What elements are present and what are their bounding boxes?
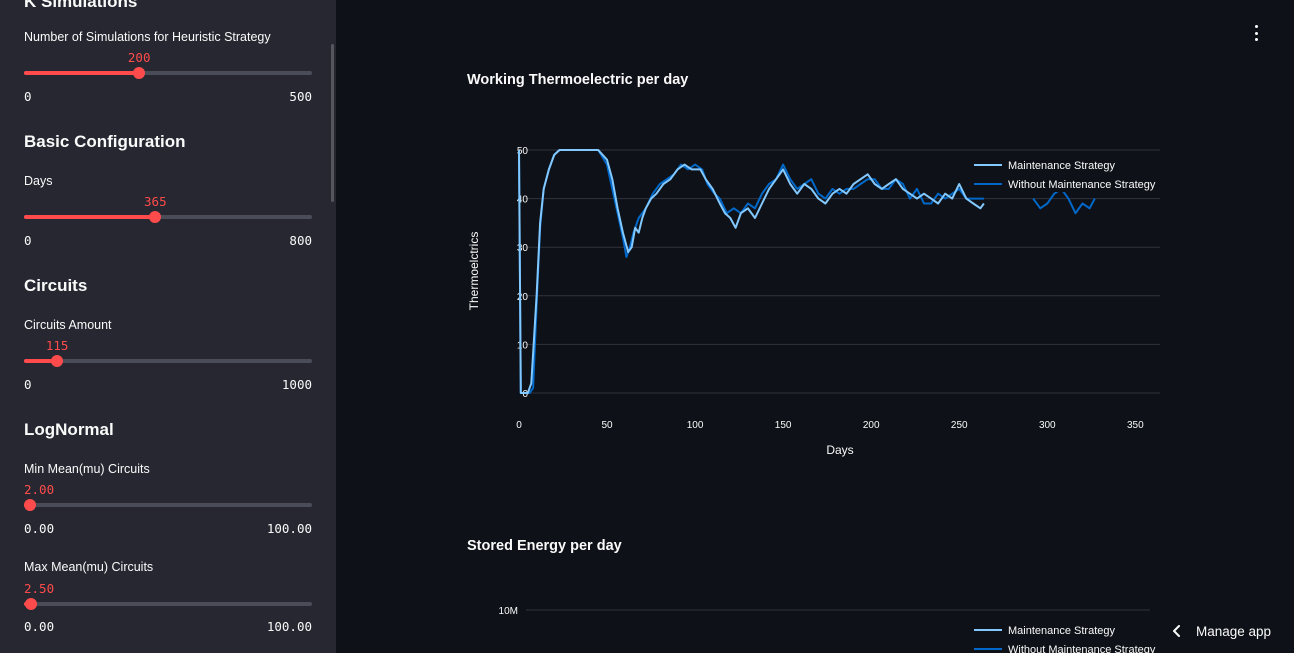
sidebar-scrollbar[interactable] bbox=[331, 44, 334, 202]
chart-working-thermoelectric: 0 10 20 30 40 50 0 50 100 150 200 250 300 350 Days Ther… bbox=[467, 146, 1162, 457]
slider-max: 500 bbox=[289, 89, 312, 104]
x-tick-label: 100 bbox=[687, 420, 704, 431]
chart-stored-energy: 10M Maintenance Strategy Without Maintenan… bbox=[499, 606, 1156, 653]
slider-value-days: 365 bbox=[144, 194, 167, 209]
slider-value-simulations: 200 bbox=[127, 50, 151, 65]
slider-range-simulations: 0 500 bbox=[24, 89, 312, 104]
x-tick-label: 50 bbox=[601, 420, 613, 431]
y-tick-label: 10M bbox=[499, 606, 518, 617]
y-tick-label: 40 bbox=[517, 195, 529, 206]
slider-min: 0.00 bbox=[24, 619, 55, 634]
slider-fill-simulations bbox=[24, 71, 140, 75]
y-tick-label: 30 bbox=[517, 243, 529, 254]
slider-label-min-mean: Min Mean(mu) Circuits bbox=[24, 462, 150, 476]
legend-label: Maintenance Strategy bbox=[1008, 160, 1116, 172]
slider-fill-circuits-amount bbox=[24, 359, 58, 363]
slider-max: 100.00 bbox=[266, 521, 312, 536]
x-tick-label: 150 bbox=[775, 420, 792, 431]
legend-bg bbox=[970, 176, 1162, 192]
slider-max: 100.00 bbox=[266, 619, 312, 634]
section-heading-basic-configuration: Basic Configuration bbox=[24, 132, 186, 151]
slider-track-circuits-amount[interactable] bbox=[24, 355, 312, 367]
slider-track-simulations[interactable] bbox=[24, 67, 312, 79]
slider-track-days[interactable] bbox=[24, 211, 312, 223]
slider-track-max-mean[interactable] bbox=[24, 598, 312, 610]
series-line bbox=[518, 149, 985, 394]
slider-value-circuits-amount: 115 bbox=[45, 338, 69, 353]
y-axis-label: Thermoelctrics bbox=[467, 232, 481, 311]
section-heading-k-simulations: K Simulations bbox=[24, 0, 138, 11]
y-tick-label: 0 bbox=[522, 389, 528, 400]
slider-min: 0 bbox=[24, 377, 32, 392]
y-tick-label: 20 bbox=[517, 292, 529, 303]
x-tick-label: 250 bbox=[951, 420, 968, 431]
x-axis-label: Days bbox=[826, 443, 853, 457]
slider-label-days: Days bbox=[24, 174, 53, 188]
slider-fill-days bbox=[24, 215, 156, 219]
slider-range-max-mean: 0.00 100.00 bbox=[24, 619, 312, 634]
slider-min: 0.00 bbox=[24, 521, 55, 536]
x-tick-label: 0 bbox=[516, 420, 522, 431]
slider-thumb-circuits-amount[interactable] bbox=[51, 355, 64, 367]
slider-label-circuits-amount: Circuits Amount bbox=[24, 318, 112, 332]
y-tick-label: 50 bbox=[517, 146, 529, 157]
slider-thumb-max-mean[interactable] bbox=[25, 598, 38, 610]
section-heading-circuits: Circuits bbox=[24, 276, 88, 295]
legend-label: Without Maintenance Strategy bbox=[1008, 179, 1156, 191]
slider-value-min-mean: 2.00 bbox=[24, 482, 55, 497]
slider-range-days: 0 800 bbox=[24, 233, 312, 248]
slider-range-circuits-amount: 0 1000 bbox=[24, 377, 312, 392]
x-tick-label: 200 bbox=[863, 420, 880, 431]
manage-app-label: Manage app bbox=[1196, 623, 1272, 639]
slider-range-min-mean: 0.00 100.00 bbox=[24, 521, 312, 536]
sidebar: K Simulations Number of Simulations for … bbox=[0, 0, 336, 653]
slider-max: 800 bbox=[289, 233, 312, 248]
y-tick-label: 10 bbox=[517, 340, 529, 351]
slider-min: 0 bbox=[24, 233, 32, 248]
legend-label: Without Maintenance Strategy bbox=[1008, 644, 1156, 653]
series-line bbox=[518, 149, 984, 394]
chart-title-thermoelectric: Working Thermoelectric per day bbox=[467, 72, 689, 88]
slider-thumb-min-mean[interactable] bbox=[23, 499, 36, 511]
slider-min: 0 bbox=[24, 89, 32, 104]
chart-title-stored-energy: Stored Energy per day bbox=[467, 538, 622, 554]
section-heading-lognormal: LogNormal bbox=[24, 420, 114, 439]
slider-thumb-days[interactable] bbox=[149, 211, 162, 223]
x-tick-label: 300 bbox=[1039, 420, 1056, 431]
slider-max: 1000 bbox=[281, 377, 312, 392]
legend-bg bbox=[970, 157, 1162, 173]
slider-track-min-mean[interactable] bbox=[23, 499, 312, 511]
slider-value-max-mean: 2.50 bbox=[24, 581, 55, 596]
slider-label-max-mean: Max Mean(mu) Circuits bbox=[24, 560, 154, 574]
legend-label: Maintenance Strategy bbox=[1008, 625, 1116, 637]
vertical-ellipsis-icon[interactable] bbox=[1249, 25, 1263, 41]
chevron-left-icon bbox=[1173, 625, 1180, 637]
slider-thumb-simulations[interactable] bbox=[133, 67, 146, 79]
slider-label-simulations: Number of Simulations for Heuristic Stra… bbox=[24, 30, 271, 44]
x-tick-label: 350 bbox=[1127, 420, 1144, 431]
manage-app-button[interactable]: Manage app bbox=[1160, 615, 1294, 647]
series-line bbox=[1032, 187, 1096, 215]
